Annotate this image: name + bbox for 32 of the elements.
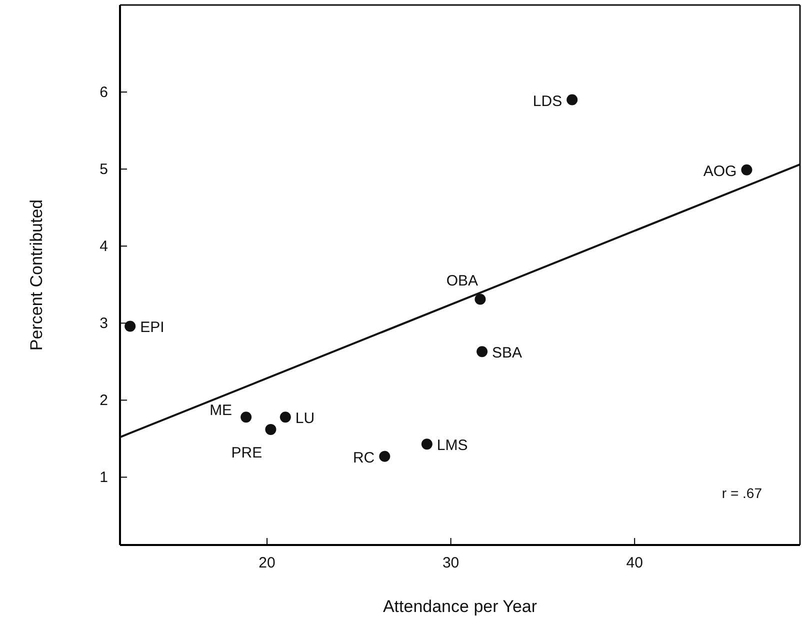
annotation: LU	[295, 410, 315, 428]
y-tick-label: 5	[100, 160, 108, 178]
annotation: RC	[352, 449, 375, 466]
x-tick-label: 20	[258, 554, 276, 572]
annotation: r = .67	[722, 485, 762, 501]
point	[476, 346, 488, 358]
annotation: EPI	[140, 319, 164, 336]
point	[124, 320, 136, 332]
annotation: SBA	[492, 344, 522, 362]
point	[741, 164, 752, 176]
y-tick-label: 4	[100, 238, 108, 255]
point	[421, 438, 432, 450]
annotation: PRE	[231, 444, 262, 462]
x-tick-label: 40	[626, 554, 643, 572]
annotation: OBA	[446, 272, 478, 290]
point	[474, 294, 486, 305]
y-tick-label: 3	[100, 314, 108, 332]
y-tick-label: 6	[100, 84, 108, 101]
y-axis-title: Percent Contributed	[27, 199, 46, 351]
point	[379, 450, 390, 462]
annotation: ME	[210, 402, 232, 420]
annotation: AOG	[703, 162, 737, 180]
point	[240, 412, 252, 423]
point	[566, 94, 578, 106]
point	[280, 412, 291, 423]
annotation: LDS	[532, 92, 562, 110]
annotation: LMS	[436, 437, 468, 454]
x-tick-label: 30	[442, 554, 460, 572]
point	[265, 424, 276, 435]
x-axis-title: Attendance per Year	[382, 597, 538, 616]
y-tick-label: 2	[100, 392, 108, 409]
y-tick-label: 1	[100, 469, 108, 486]
